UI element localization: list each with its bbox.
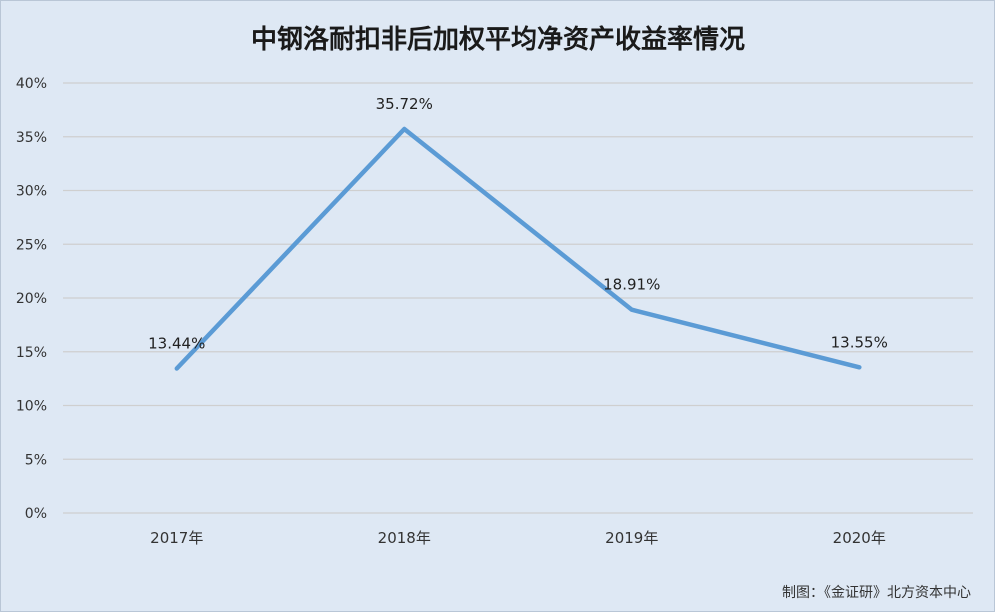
- y-tick-label: 25%: [16, 237, 47, 253]
- x-tick-label: 2020年: [833, 529, 886, 547]
- y-tick-label: 15%: [16, 345, 47, 361]
- y-tick-label: 40%: [16, 76, 47, 92]
- chart-credit: 制图：《金证研》北方资本中心: [782, 585, 971, 601]
- gridlines: [63, 82, 973, 514]
- series-layer: [174, 126, 862, 371]
- y-tick-label: 5%: [25, 452, 47, 468]
- data-label: 13.55%: [831, 333, 888, 351]
- y-tick-label: 30%: [16, 184, 47, 200]
- data-label: 18.91%: [603, 276, 660, 294]
- y-tick-label: 10%: [16, 399, 47, 415]
- series-line: [174, 126, 862, 371]
- chart-title: 中钢洛耐扣非后加权平均净资产收益率情况: [251, 24, 745, 55]
- data-label: 35.72%: [376, 95, 433, 113]
- data-label: 13.44%: [148, 335, 205, 353]
- y-tick-label: 35%: [16, 130, 47, 146]
- x-tick-label: 2017年: [150, 529, 203, 547]
- x-tick-label: 2018年: [378, 529, 431, 547]
- y-tick-label: 0%: [25, 506, 47, 522]
- x-axis-ticks: 2017年 2018年 2019年 2020年: [150, 529, 886, 547]
- data-labels: 13.44% 35.72% 18.91% 13.55%: [148, 95, 888, 353]
- y-axis-ticks: 0% 5% 10% 15% 20% 25% 30% 35% 40%: [16, 76, 47, 522]
- x-tick-label: 2019年: [605, 529, 658, 547]
- y-tick-label: 20%: [16, 291, 47, 307]
